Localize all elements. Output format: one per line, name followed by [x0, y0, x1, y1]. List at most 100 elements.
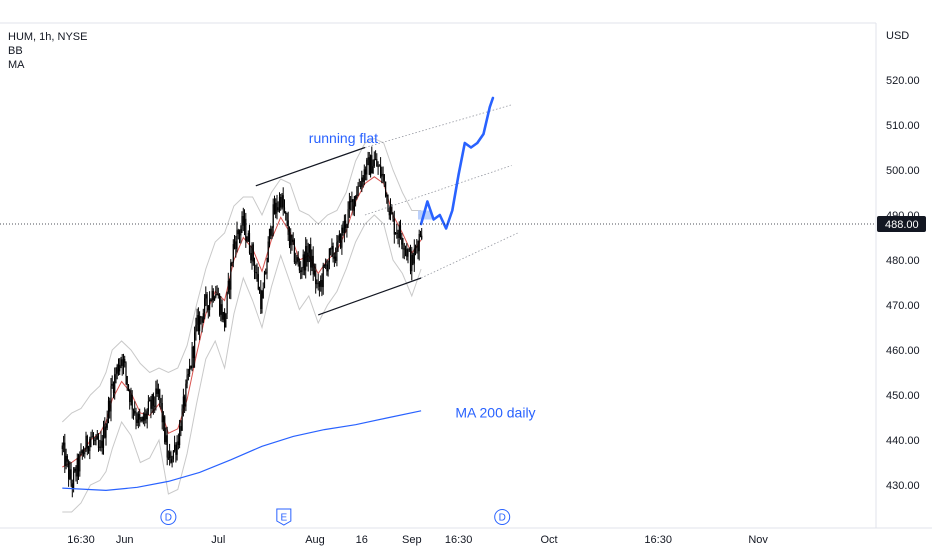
candle-body — [181, 408, 183, 431]
candle-body — [84, 451, 86, 455]
candle-body — [226, 292, 228, 314]
candle-body — [96, 436, 98, 440]
candle-body — [124, 359, 126, 363]
candle-body — [200, 316, 202, 318]
moving-average — [62, 176, 422, 468]
candle-body — [337, 240, 339, 243]
candle-body — [130, 394, 132, 402]
candle-body — [190, 365, 192, 368]
candle-body — [141, 416, 143, 422]
candle-body — [338, 234, 340, 241]
candle-body — [260, 289, 262, 309]
earnings-marker — [276, 508, 292, 526]
candle-body — [305, 246, 307, 271]
candle-body — [87, 448, 90, 452]
candle-body — [310, 244, 312, 268]
bb-indicator-label[interactable]: BB — [8, 45, 23, 57]
candle-body — [129, 390, 131, 402]
time-axis[interactable]: 16:30 Jun Jul Aug 16 Sep 16:30 Oct 16:30 Nov — [67, 534, 768, 546]
candle-body — [372, 166, 374, 174]
symbol-label[interactable]: HUM, 1h, NYSE — [8, 31, 88, 43]
candle-body — [215, 294, 217, 298]
channel-mid-extension — [364, 165, 512, 216]
candle-body — [322, 265, 324, 288]
candle-body — [268, 228, 271, 242]
candle-body — [238, 234, 241, 236]
candle-body — [419, 233, 422, 236]
candle-body — [278, 197, 281, 208]
candle-body — [290, 234, 292, 246]
candle-body — [267, 241, 269, 263]
candle-body — [66, 456, 68, 462]
candle-body — [370, 155, 372, 175]
y-tick-label: 450.00 — [886, 390, 920, 402]
candle-body — [321, 280, 323, 288]
candle-body — [157, 389, 159, 394]
candle-body — [195, 324, 197, 333]
candle-body — [391, 206, 393, 214]
annotations: running flat MA 200 daily — [309, 130, 536, 421]
candle-body — [70, 469, 72, 484]
candle-body — [144, 413, 146, 421]
candle-body — [399, 225, 402, 238]
candle-body — [248, 233, 251, 253]
y-tick-label: 490.00 — [886, 210, 920, 222]
dividend-marker — [160, 509, 177, 525]
candle-body — [127, 385, 130, 390]
candle-body — [300, 270, 302, 273]
candle-body — [104, 426, 106, 438]
candle-body — [365, 169, 367, 175]
candle-body — [332, 246, 334, 259]
candle-body — [222, 312, 224, 320]
ma-indicator-label[interactable]: MA — [8, 59, 25, 71]
chart-legend: HUM, 1h, NYSE BB MA — [8, 30, 87, 72]
candle-body — [255, 272, 257, 273]
candle-body — [306, 246, 308, 262]
candle-body — [352, 199, 354, 211]
candles — [61, 146, 423, 498]
candle-body — [207, 305, 209, 311]
candle-body — [105, 427, 107, 438]
candle-body — [159, 389, 161, 399]
y-tick-label: 520.00 — [886, 75, 920, 87]
candle-body — [282, 195, 284, 208]
y-tick-label: 510.00 — [886, 120, 920, 132]
candle-body — [367, 157, 369, 160]
candle-body — [140, 419, 142, 422]
candle-body — [161, 403, 163, 423]
event-marker-label: E — [280, 513, 287, 524]
candle-body — [383, 174, 385, 182]
candle-body — [414, 246, 417, 249]
candle-body — [137, 413, 139, 423]
price-axis[interactable]: 430.00 440.00 450.00 460.00 470.00 480.00 490.… — [886, 75, 920, 492]
candle-body — [82, 453, 85, 455]
x-tick-label: 16:30 — [644, 534, 672, 546]
channel-lower-line — [317, 277, 422, 316]
candle-body — [155, 388, 157, 406]
candle-body — [381, 173, 383, 177]
candle-body — [265, 272, 267, 274]
projection-shading — [418, 210, 432, 220]
candle-body — [201, 317, 203, 323]
candle-body — [368, 157, 370, 175]
candle-body — [220, 304, 222, 315]
candle-body — [281, 195, 283, 208]
candle-body — [111, 383, 113, 386]
candle-body — [210, 299, 212, 301]
candle-body — [227, 280, 229, 293]
candle-body — [302, 254, 304, 268]
candle-body — [166, 435, 168, 458]
candle-body — [205, 294, 207, 299]
candle-body — [146, 411, 148, 420]
x-tick-label: 16:30 — [445, 534, 473, 546]
candle-body — [106, 419, 108, 428]
candle-body — [266, 262, 268, 274]
last-price-label: 488.00 — [885, 219, 919, 231]
candle-body — [174, 444, 176, 451]
candle-body — [283, 207, 286, 212]
candle-body — [363, 169, 365, 182]
candle-body — [297, 257, 299, 263]
ma-200-daily-line — [62, 410, 422, 492]
candle-body — [99, 446, 101, 448]
